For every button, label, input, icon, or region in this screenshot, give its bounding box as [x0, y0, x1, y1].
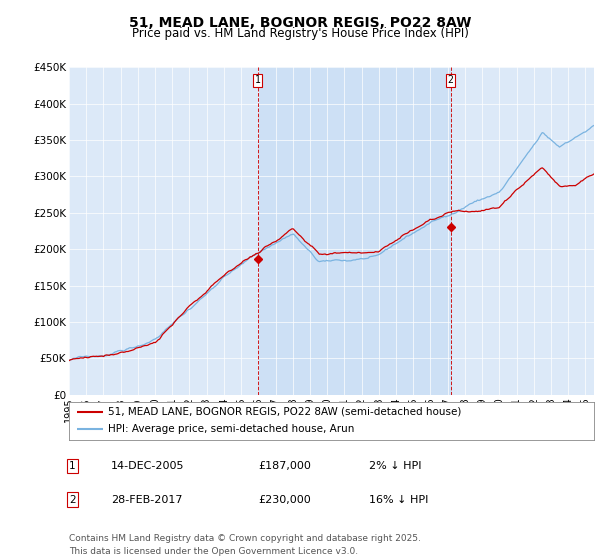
Text: 2: 2: [69, 494, 76, 505]
Text: 51, MEAD LANE, BOGNOR REGIS, PO22 8AW (semi-detached house): 51, MEAD LANE, BOGNOR REGIS, PO22 8AW (s…: [109, 407, 462, 417]
Text: £230,000: £230,000: [258, 494, 311, 505]
Text: £187,000: £187,000: [258, 461, 311, 471]
Text: 2% ↓ HPI: 2% ↓ HPI: [369, 461, 421, 471]
Text: 51, MEAD LANE, BOGNOR REGIS, PO22 8AW: 51, MEAD LANE, BOGNOR REGIS, PO22 8AW: [129, 16, 471, 30]
Bar: [257, 67, 451, 395]
Text: 14-DEC-2005: 14-DEC-2005: [111, 461, 185, 471]
Text: 28-FEB-2017: 28-FEB-2017: [111, 494, 182, 505]
Text: 1: 1: [69, 461, 76, 471]
Text: Price paid vs. HM Land Registry's House Price Index (HPI): Price paid vs. HM Land Registry's House …: [131, 27, 469, 40]
Text: 1: 1: [255, 76, 260, 85]
Text: 16% ↓ HPI: 16% ↓ HPI: [369, 494, 428, 505]
Text: 2: 2: [448, 76, 454, 85]
Text: Contains HM Land Registry data © Crown copyright and database right 2025.
This d: Contains HM Land Registry data © Crown c…: [69, 534, 421, 556]
Text: HPI: Average price, semi-detached house, Arun: HPI: Average price, semi-detached house,…: [109, 424, 355, 435]
